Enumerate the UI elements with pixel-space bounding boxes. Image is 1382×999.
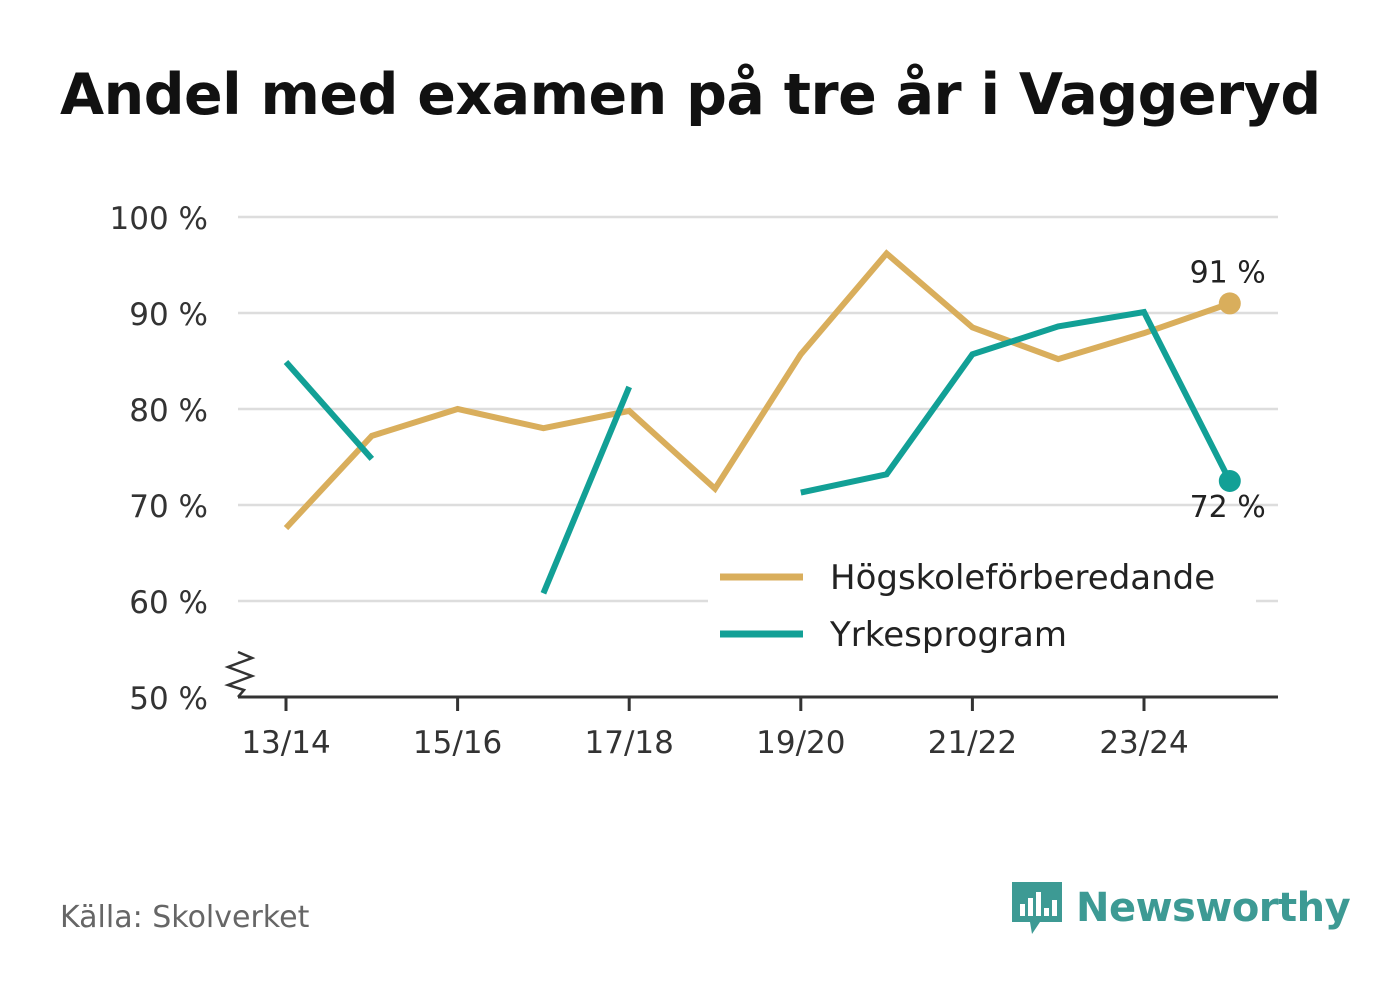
legend: Högskoleförberedande Yrkesprogram (708, 552, 1256, 662)
series-lines (283, 249, 1233, 595)
brand-logo: Newsworthy (1010, 878, 1351, 938)
x-tick-label: 15/16 (413, 725, 502, 761)
x-tick-label: 21/22 (928, 725, 1017, 761)
end-marker-yrkes (1218, 470, 1241, 492)
x-tick-label: 13/14 (241, 725, 330, 761)
y-tick-label: 100 % (110, 201, 208, 237)
end-label-yrkes: 72 % (1190, 490, 1266, 525)
series-line-yrkes (800, 308, 1233, 496)
y-tick-label: 90 % (129, 297, 208, 333)
chart-title: Andel med examen på tre år i Vaggeryd (60, 62, 1321, 128)
axes: 100 % 90 % 80 % 70 % 60 % 50 % 13/14 15/16 17/18… (110, 201, 1278, 761)
x-tick-label: 17/18 (585, 725, 674, 761)
legend-background (708, 552, 1256, 662)
series-line-yrkes (540, 385, 632, 595)
y-tick-label: 60 % (129, 585, 208, 621)
y-tick-label: 80 % (129, 393, 208, 429)
legend-label-yrkes: Yrkesprogram (829, 615, 1067, 655)
legend-label-hogskole: Högskoleförberedande (830, 558, 1215, 598)
x-tick-label: 23/24 (1099, 725, 1188, 761)
end-markers: 91 % 72 % (1190, 255, 1266, 525)
source-note: Källa: Skolverket (60, 900, 310, 935)
series-line-yrkes (283, 359, 375, 461)
axis-break-icon (224, 650, 256, 698)
gridlines (238, 215, 1278, 603)
y-tick-label: 70 % (129, 489, 208, 525)
y-tick-label: 50 % (129, 681, 208, 717)
newsworthy-logo-icon (1012, 882, 1062, 934)
end-marker-hogskole (1218, 292, 1241, 315)
brand-name: Newsworthy (1076, 885, 1351, 931)
series-line-hogskole (283, 249, 1231, 531)
end-label-hogskole: 91 % (1190, 255, 1266, 290)
x-tick-label: 19/20 (756, 725, 845, 761)
